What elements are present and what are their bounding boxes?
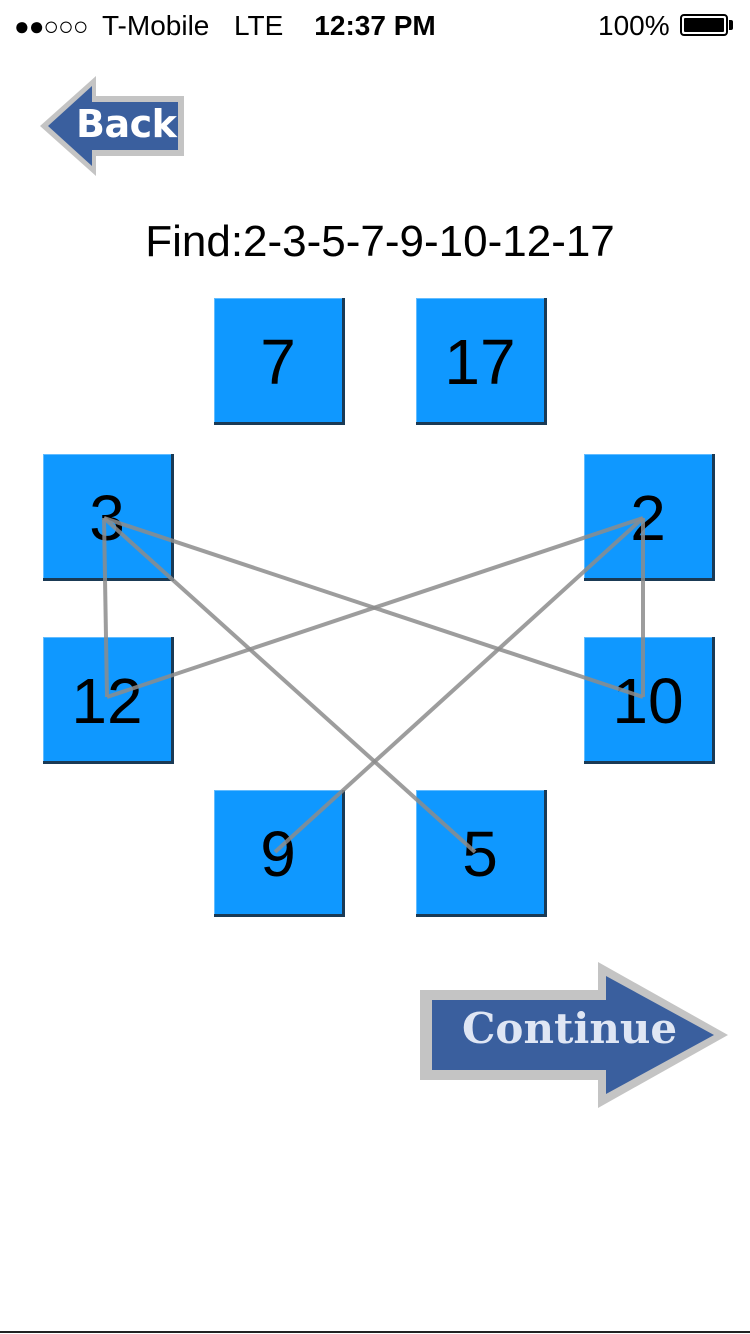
bottom-divider — [0, 1331, 750, 1333]
status-time: 12:37 PM — [314, 10, 436, 41]
number-tile-2[interactable]: 2 — [584, 454, 715, 581]
tile-label: 5 — [462, 818, 498, 890]
number-tile-9[interactable]: 9 — [214, 790, 345, 917]
number-tile-10[interactable]: 10 — [584, 637, 715, 764]
find-instruction: Find:2-3-5-7-9-10-12-17 — [145, 217, 615, 266]
continue-button[interactable]: Continue — [418, 960, 730, 1110]
battery-percentage: 100% — [598, 10, 670, 41]
tile-label: 9 — [260, 818, 296, 890]
number-tile-5[interactable]: 5 — [416, 790, 547, 917]
number-tile-7[interactable]: 7 — [214, 298, 345, 425]
tile-label: 17 — [444, 326, 516, 398]
number-tile-3[interactable]: 3 — [43, 454, 174, 581]
battery-icon — [680, 14, 728, 36]
battery-tip — [729, 20, 733, 30]
tile-label: 12 — [71, 665, 143, 737]
tile-label: 2 — [630, 482, 666, 554]
status-bar: ●●○○○ T-Mobile LTE 12:37 PM 100% — [0, 0, 750, 52]
continue-button-label: Continue — [462, 1004, 678, 1053]
number-tile-17[interactable]: 17 — [416, 298, 547, 425]
back-button-label: Back — [76, 102, 177, 146]
continue-arrow-icon — [420, 962, 728, 1108]
carrier-name: T-Mobile — [102, 10, 210, 41]
back-button[interactable]: Back — [36, 72, 188, 180]
tile-label: 7 — [260, 326, 296, 398]
number-tile-12[interactable]: 12 — [43, 637, 174, 764]
network-type: LTE — [234, 10, 284, 41]
connection-line-3-10 — [103, 516, 644, 699]
tile-label: 3 — [89, 482, 125, 554]
connection-line-2-12 — [106, 516, 644, 699]
tile-label: 10 — [612, 665, 684, 737]
signal-strength-icon: ●●○○○ — [14, 11, 89, 41]
back-arrow-icon — [40, 76, 184, 176]
